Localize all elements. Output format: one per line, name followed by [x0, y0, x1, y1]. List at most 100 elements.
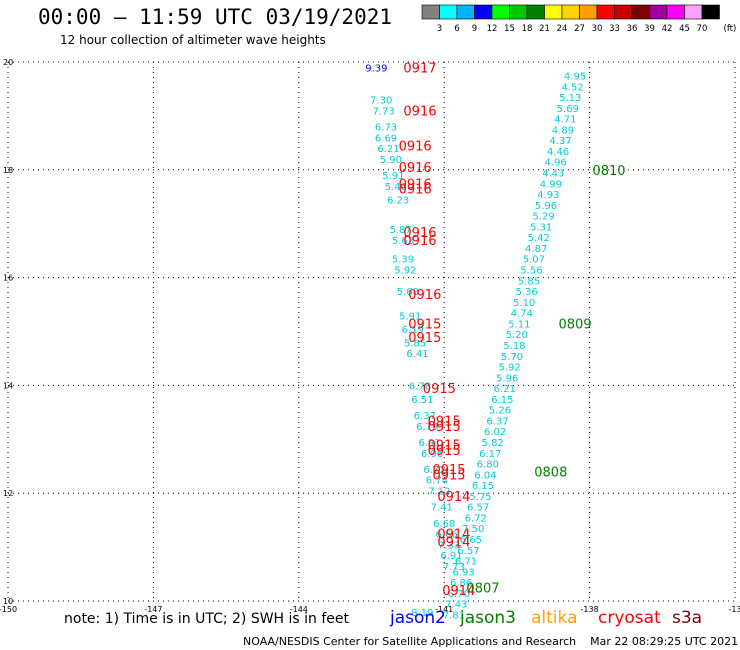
colorbar-label: 39 [644, 24, 655, 34]
wave-height-label: 6.96 [421, 449, 443, 460]
x-tick-label: -147 [144, 605, 162, 614]
time-label: 0915 [428, 420, 461, 435]
y-tick-label: 12 [3, 489, 13, 498]
wave-height-label: 6.78 [409, 381, 431, 392]
wave-height-label: 4.89 [552, 125, 574, 136]
wave-height-label: 4.74 [511, 309, 533, 320]
wave-height-label: 6.23 [387, 195, 409, 206]
chart-title: 00:00 — 11:59 UTC 03/19/2021 [38, 5, 393, 29]
time-label: 0916 [399, 140, 432, 155]
wave-height-label: 4.99 [540, 179, 562, 190]
wave-height-label: 7.30 [370, 96, 392, 107]
wave-height-label: 6.71 [455, 557, 477, 568]
time-label: 0914 [437, 490, 470, 505]
wave-height-label: 7.50 [462, 524, 484, 535]
colorbar-label: 45 [679, 24, 690, 34]
wave-height-label: 6.93 [452, 567, 474, 578]
time-label: 0915 [408, 317, 441, 332]
wave-height-label: 5.69 [557, 104, 579, 115]
time-label: 0915 [408, 331, 441, 346]
wave-height-label: 6.91 [440, 551, 462, 562]
wave-height-label: 6.19 [402, 325, 424, 336]
wave-height-label: 5.10 [513, 298, 535, 309]
wave-height-label: 4.52 [562, 82, 584, 93]
wave-height-label: 7.12 [428, 487, 450, 498]
wave-height-label: 6.66 [435, 530, 457, 541]
colorbar-legend: 3 6 9 12 15 18 21 24 27 30 33 36 39 42 45 70 (ft) [421, 4, 736, 34]
wave-height-label: 5.20 [506, 330, 528, 341]
colorbar-label: 21 [539, 24, 550, 34]
wave-height-label: 5.31 [530, 222, 552, 233]
wave-height-label: 6.65 [460, 535, 482, 546]
wave-height-label: 5.85 [404, 338, 426, 349]
colorbar-label: 3 [437, 24, 442, 34]
colorbar-label: 36 [627, 24, 638, 34]
wave-height-label: 5.36 [515, 287, 537, 298]
y-tick-label: 14 [3, 381, 13, 390]
time-label: 0915 [432, 468, 465, 483]
wave-height-label: 7.33 [438, 540, 460, 551]
wave-height-label: 6.37 [414, 411, 436, 422]
wave-height-label: 6.69 [375, 133, 397, 144]
wave-height-label: 7.41 [431, 503, 453, 514]
wave-height-label: 7.81 [443, 610, 465, 621]
time-label: 0914 [437, 536, 470, 551]
time-label: 0916 [408, 288, 441, 303]
time-label: 0809 [559, 317, 592, 332]
wave-height-label: 6.86 [450, 578, 472, 589]
satellite-legend-item: jason3 [460, 608, 516, 628]
wave-height-label: 5.26 [489, 406, 511, 417]
wave-height-label: 6.70 [448, 589, 470, 600]
wave-height-label: 4.95 [564, 71, 586, 82]
time-label: 0916 [399, 161, 432, 176]
time-label: 0916 [403, 234, 436, 249]
x-tick-label: -141 [435, 605, 453, 614]
x-tick-label: -144 [290, 605, 308, 614]
time-label: 0915 [428, 439, 461, 454]
wave-height-label: 6.91 [419, 438, 441, 449]
wave-height-label: 5.96 [535, 201, 557, 212]
wave-height-label: 5.07 [523, 255, 545, 266]
colorbar-label: 42 [662, 24, 673, 34]
wave-height-label: 5.13 [559, 93, 581, 104]
time-label: 0810 [592, 164, 625, 179]
time-label: 0915 [428, 414, 461, 429]
footer-note: note: 1) Time is in UTC; 2) SWH is in fe… [64, 611, 350, 627]
wave-height-label: 5.90 [380, 155, 402, 166]
wave-height-label: 6.80 [477, 460, 499, 471]
colorbar-label: 33 [609, 24, 620, 34]
time-label: 0807 [466, 582, 499, 597]
x-tick-label: -150 [0, 605, 17, 614]
time-label: 0914 [442, 584, 475, 599]
colorbar-label: 27 [574, 24, 585, 34]
wave-height-label: 5.39 [392, 255, 414, 266]
wave-height-label: 7.43 [445, 600, 467, 611]
time-label: 0915 [423, 382, 456, 397]
footer-credit: NOAA/NESDIS Center for Satellite Applica… [243, 635, 739, 648]
wave-height-label: 6.51 [411, 395, 433, 406]
wave-height-label: 5.46 [385, 182, 407, 193]
wave-height-label: 6.41 [406, 349, 428, 360]
wave-height-label: 6.57 [457, 546, 479, 557]
wave-height-label: 5.91 [399, 311, 421, 322]
colorbar-label: 12 [487, 24, 498, 34]
wave-height-label: 6.37 [486, 416, 508, 427]
wave-height-label: 6.15 [491, 395, 513, 406]
colorbar-label: 24 [557, 24, 568, 34]
wave-height-label: 5.70 [501, 352, 523, 363]
wave-height-label: 6.57 [467, 503, 489, 514]
wave-height-label: 6.72 [465, 513, 487, 524]
x-tick-label: -13 [728, 605, 740, 614]
wave-height-label: 4.93 [537, 190, 559, 201]
y-tick-label: 20 [3, 58, 13, 67]
time-label: 0916 [399, 177, 432, 192]
colorbar-label: 6 [454, 24, 459, 34]
wave-height-label: 9.39 [365, 63, 387, 74]
time-label: 0808 [534, 466, 567, 481]
wave-height-label: 5.92 [394, 266, 416, 277]
colorbar-label: 18 [522, 24, 533, 34]
time-label: 0916 [403, 226, 436, 241]
wave-height-label: 6.21 [377, 144, 399, 155]
colorbar-label: 70 [697, 24, 708, 34]
